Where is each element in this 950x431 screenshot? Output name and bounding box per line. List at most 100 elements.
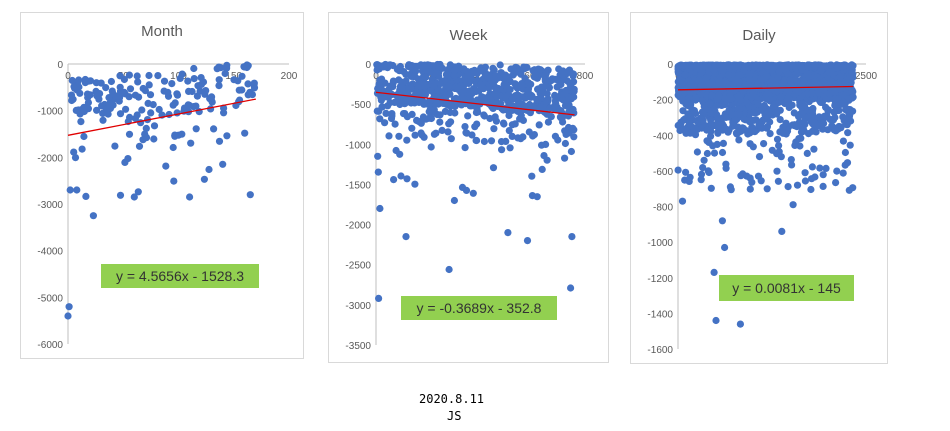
data-point	[707, 184, 715, 192]
data-point	[149, 101, 157, 109]
data-point	[776, 116, 784, 124]
data-point	[223, 64, 231, 72]
data-points	[64, 61, 259, 320]
data-point	[697, 170, 706, 178]
data-point	[154, 72, 162, 80]
data-point	[820, 86, 828, 94]
data-point	[541, 77, 549, 85]
data-point	[774, 73, 782, 81]
data-point	[405, 63, 413, 71]
data-point	[95, 95, 103, 103]
data-point	[419, 80, 427, 88]
data-point	[447, 135, 455, 143]
data-point	[120, 88, 128, 96]
data-point	[561, 154, 569, 162]
y-tick-label: -800	[653, 203, 673, 214]
data-point	[492, 117, 500, 125]
data-point	[131, 114, 139, 123]
data-point	[839, 113, 847, 121]
data-point	[755, 153, 764, 161]
data-point	[684, 98, 692, 106]
week-scatter-chart: Week 0 -500 -1000 -1500 -2000 -2500 -3000 -3500 0…	[345, 27, 593, 352]
data-point	[750, 116, 758, 124]
data-point	[569, 70, 577, 78]
data-point	[680, 85, 688, 93]
trendline-equation: y = -0.3689x - 352.8	[417, 300, 542, 316]
data-point	[399, 78, 407, 86]
data-point	[145, 81, 153, 89]
data-point	[692, 109, 700, 118]
data-point	[762, 72, 770, 80]
data-point	[822, 164, 830, 172]
data-point	[719, 126, 727, 134]
data-point	[408, 124, 416, 132]
data-point	[426, 68, 434, 76]
footer-date: 2020.8.11	[419, 392, 485, 406]
data-point	[480, 94, 489, 102]
data-point	[411, 180, 419, 188]
data-point	[820, 119, 828, 127]
data-point	[388, 110, 396, 118]
data-point	[517, 111, 525, 120]
data-point	[68, 76, 76, 85]
data-point	[544, 66, 552, 74]
data-point	[743, 98, 751, 106]
data-point	[832, 179, 840, 187]
data-point	[705, 168, 713, 177]
y-tick-label: -1000	[37, 107, 63, 118]
data-point	[486, 74, 494, 82]
data-point	[752, 61, 760, 69]
data-point	[714, 79, 723, 87]
data-point	[697, 176, 705, 184]
data-point	[407, 85, 415, 93]
data-point	[147, 109, 155, 117]
data-point	[773, 135, 782, 143]
y-tick-label: -1600	[647, 345, 673, 356]
data-point	[155, 105, 163, 114]
data-point	[171, 131, 179, 139]
data-point	[170, 177, 178, 185]
data-point	[413, 116, 421, 124]
data-point	[461, 123, 469, 131]
data-point	[819, 182, 827, 190]
data-point	[566, 79, 574, 87]
data-point	[827, 61, 835, 69]
x-tick-label: 400	[472, 71, 489, 82]
data-point	[83, 90, 92, 98]
data-point	[749, 90, 757, 98]
data-point	[187, 139, 195, 147]
data-point	[450, 196, 458, 205]
trendline-equation: y = 4.5656x - 1528.3	[116, 268, 244, 284]
data-point	[567, 284, 575, 292]
data-point	[496, 61, 504, 69]
data-point	[430, 130, 438, 138]
data-point	[391, 120, 399, 128]
y-tick-label: 0	[365, 60, 371, 71]
data-point	[76, 89, 84, 97]
data-point	[504, 229, 512, 237]
data-point	[681, 176, 689, 184]
data-point	[238, 72, 246, 80]
equation-box	[401, 296, 557, 320]
data-point	[554, 106, 562, 114]
data-point	[527, 80, 535, 88]
y-tick-label: -1500	[345, 180, 371, 191]
data-points	[373, 60, 578, 302]
data-point	[517, 70, 525, 78]
data-point	[699, 164, 707, 172]
data-point	[816, 164, 824, 172]
data-point	[77, 118, 85, 126]
y-tick-label: -5000	[37, 293, 63, 304]
data-point	[811, 77, 819, 86]
data-point	[724, 128, 732, 136]
data-point	[219, 160, 227, 168]
data-point	[839, 91, 847, 99]
data-point	[169, 101, 177, 109]
data-point	[184, 77, 192, 85]
data-point	[540, 152, 548, 160]
y-tick-label: -6000	[37, 340, 63, 351]
data-point	[376, 204, 384, 213]
data-point	[570, 133, 578, 141]
data-point	[697, 114, 705, 122]
data-point	[703, 126, 711, 134]
